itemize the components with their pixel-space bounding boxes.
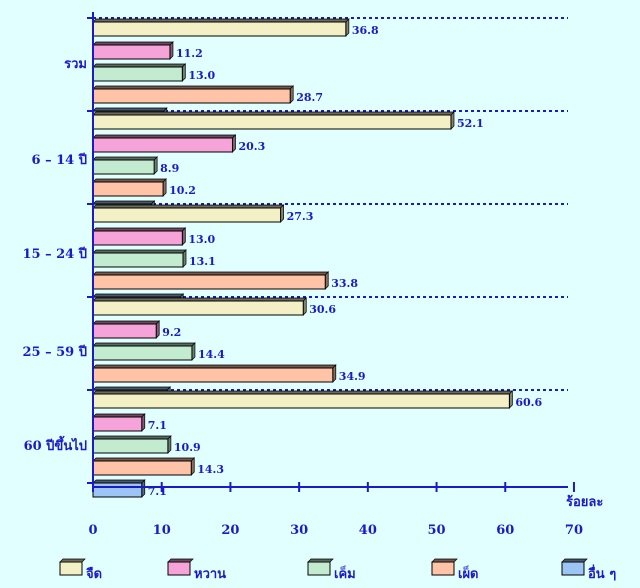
legend-label: อื่น ๆ <box>588 564 616 582</box>
legend-item: เผ็ด <box>431 558 479 582</box>
x-tick-label: 20 <box>221 523 239 538</box>
legend-label: จืด <box>86 566 102 582</box>
legend-item: อื่น ๆ <box>561 558 616 582</box>
legend-item: เค็ม <box>307 558 356 582</box>
legend-swatch <box>561 561 585 576</box>
bar-0-0 <box>92 18 350 37</box>
bar-value-label: 13.0 <box>188 69 215 82</box>
bar-1-0 <box>92 41 174 60</box>
bar-2-4 <box>92 435 172 454</box>
bar-value-label: 11.2 <box>176 47 203 60</box>
bar-value-label: 13.0 <box>188 233 215 246</box>
bar-value-label: 34.9 <box>339 370 366 383</box>
x-axis-title: ร้อยละ <box>566 494 603 510</box>
bar-3-3 <box>92 364 337 383</box>
legend-item: หวาน <box>167 558 226 582</box>
bar-0-4 <box>92 390 514 409</box>
bar-0-3 <box>92 297 308 316</box>
bar-0-1 <box>92 111 455 130</box>
legend-swatch <box>59 561 83 576</box>
legend-label: เค็ม <box>334 564 356 582</box>
legend-label: เผ็ด <box>458 564 479 582</box>
bar-2-1 <box>92 156 158 175</box>
x-tick-label: 50 <box>428 523 446 538</box>
bar-1-4 <box>92 413 146 432</box>
bar-value-label: 9.2 <box>162 326 181 339</box>
category-label: 15 – 24 ปี <box>22 246 87 262</box>
bar-2-0 <box>92 63 187 82</box>
bar-0-2 <box>92 204 285 223</box>
category-label: 60 ปีขึ้นไป <box>24 435 87 454</box>
bar-value-label: 30.6 <box>309 303 336 316</box>
bar-value-label: 10.9 <box>174 441 201 454</box>
bar-1-2 <box>92 227 187 246</box>
bar-1-1 <box>92 134 237 153</box>
bar-value-label: 28.7 <box>296 91 323 104</box>
category-label: 6 – 14 ปี <box>32 152 87 168</box>
x-tick-label: 0 <box>88 523 97 538</box>
bar-value-label: 20.3 <box>238 140 265 153</box>
bar-value-label: 13.1 <box>189 255 216 268</box>
bar-value-label: 8.9 <box>160 162 179 175</box>
x-tick-label: 70 <box>565 523 583 538</box>
bar-value-label: 14.4 <box>198 348 225 361</box>
x-tick-label: 40 <box>359 523 377 538</box>
bar-3-0 <box>92 85 295 104</box>
bar-value-label: 10.2 <box>169 184 196 197</box>
bar-value-label: 7.1 <box>148 419 167 432</box>
legend-label: หวาน <box>194 567 226 582</box>
x-tick-label: 30 <box>290 523 308 538</box>
bar-4-4 <box>92 479 146 498</box>
bar-3-4 <box>92 457 196 476</box>
x-axis: 0 10 20 30 40 50 60 70 ร้อยละ <box>87 12 603 538</box>
bar-3-2 <box>92 271 330 290</box>
bars-layer: 36.811.213.028.710.352.120.38.910.28.527… <box>92 18 543 498</box>
x-tick-label: 10 <box>153 523 171 538</box>
bar-2-2 <box>92 249 187 268</box>
category-labels: รวม 6 – 14 ปี 15 – 24 ปี 25 – 59 ปี 60 ปีขึ้… <box>22 57 87 454</box>
bar-value-label: 52.1 <box>457 117 484 130</box>
bar-value-label: 36.8 <box>352 24 379 37</box>
bar-2-3 <box>92 342 196 361</box>
bar-1-3 <box>92 320 161 339</box>
legend-swatch <box>167 561 191 576</box>
legend: จืด หวาน เค็ม เผ็ด อื่น ๆ <box>59 558 616 582</box>
category-label: 25 – 59 ปี <box>22 344 87 360</box>
bar-3-1 <box>92 178 167 197</box>
bar-value-label: 27.3 <box>287 210 314 223</box>
category-label: รวม <box>64 57 87 72</box>
x-tick-label: 60 <box>496 523 514 538</box>
legend-item: จืด <box>59 558 102 582</box>
legend-swatch <box>307 561 331 576</box>
bar-value-label: 33.8 <box>331 277 358 290</box>
bar-value-label: 60.6 <box>515 396 542 409</box>
bar-value-label: 14.3 <box>197 463 224 476</box>
legend-swatch <box>431 561 455 576</box>
